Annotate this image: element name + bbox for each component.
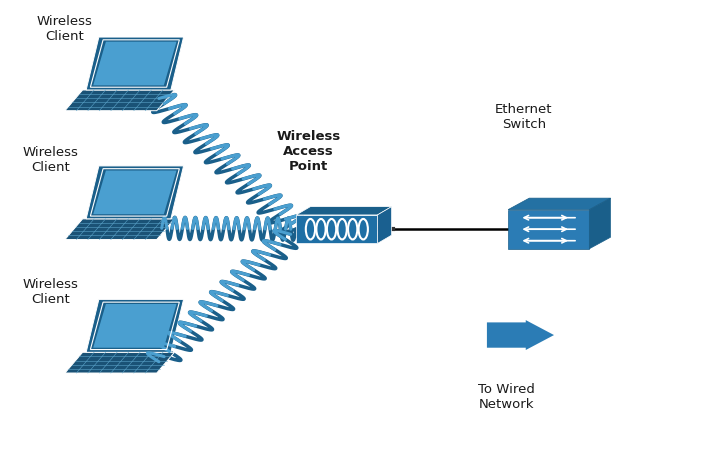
Polygon shape <box>65 219 174 239</box>
Polygon shape <box>296 206 391 215</box>
Polygon shape <box>86 166 184 219</box>
Polygon shape <box>65 352 174 373</box>
Text: To Wired
Network: To Wired Network <box>478 383 535 411</box>
Polygon shape <box>86 37 184 90</box>
Text: Wireless
Client: Wireless Client <box>23 146 79 175</box>
Polygon shape <box>93 304 177 348</box>
Polygon shape <box>296 215 377 244</box>
Polygon shape <box>93 42 177 85</box>
Text: Ethernet
Switch: Ethernet Switch <box>496 103 553 131</box>
Polygon shape <box>508 210 589 249</box>
Polygon shape <box>65 90 174 111</box>
Polygon shape <box>377 206 391 244</box>
Polygon shape <box>93 170 177 214</box>
Polygon shape <box>589 198 610 249</box>
Polygon shape <box>508 198 610 210</box>
Polygon shape <box>487 320 554 350</box>
Text: Wireless
Client: Wireless Client <box>37 15 93 43</box>
Polygon shape <box>86 300 184 352</box>
Text: Wireless
Client: Wireless Client <box>23 277 79 306</box>
Text: Wireless
Access
Point: Wireless Access Point <box>277 130 341 173</box>
